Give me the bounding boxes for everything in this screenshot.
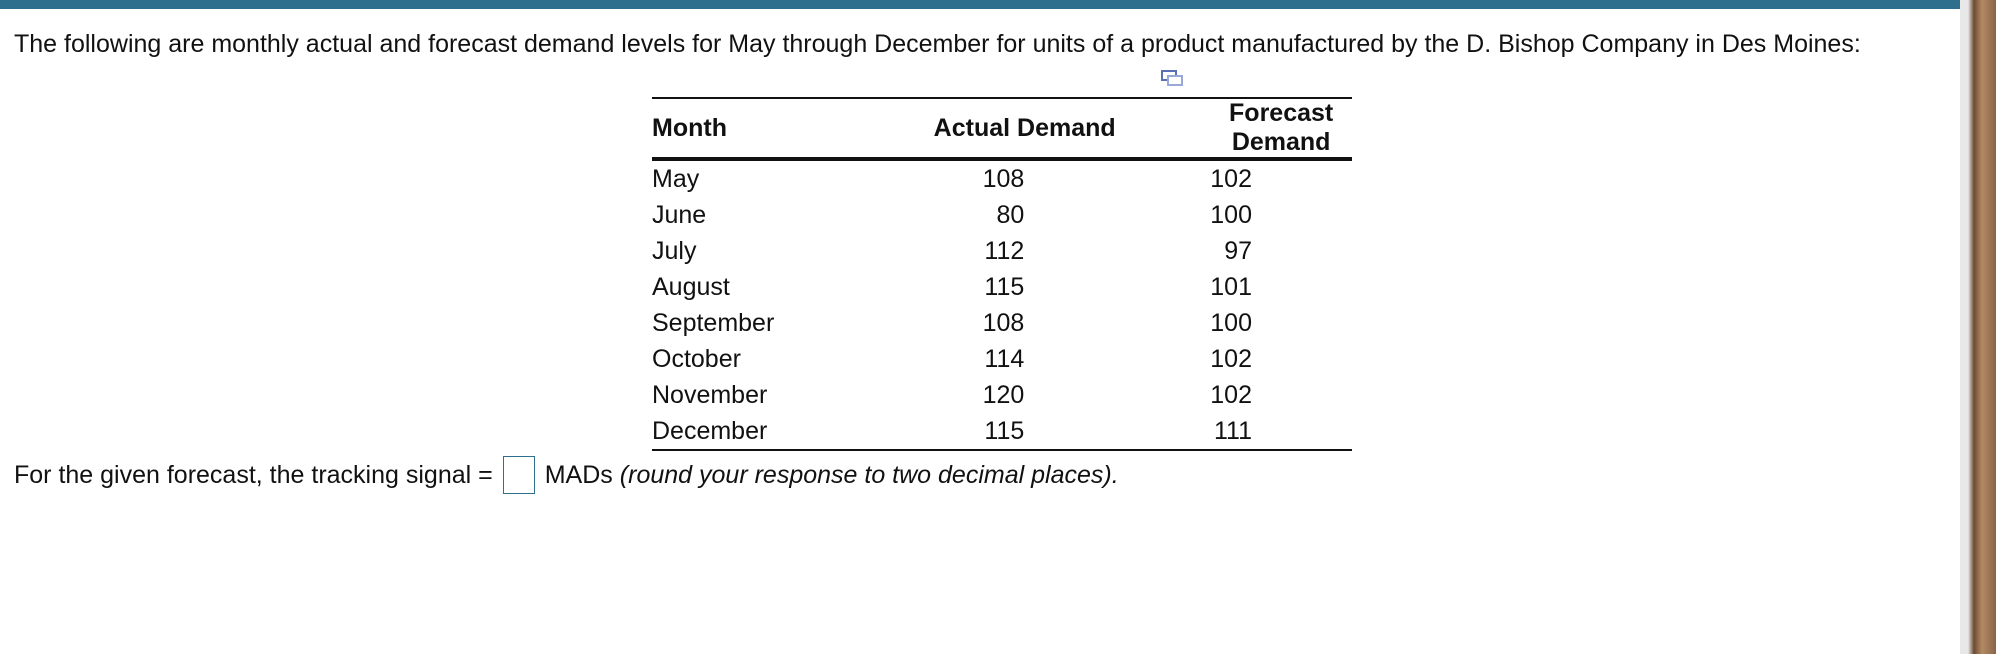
number-cell: 115 (839, 413, 1211, 451)
month-cell: October (652, 344, 741, 373)
intro-text: The following are monthly actual and for… (14, 30, 1861, 58)
popout-icon[interactable] (1161, 70, 1183, 86)
table-row: November 120 102 (652, 377, 1352, 413)
table-row: August 115 101 (652, 269, 1352, 305)
number-cell: 102 (1210, 344, 1252, 373)
month-cell: May (652, 164, 700, 193)
number-cell: 120 (982, 380, 1025, 409)
prompt: For the given forecast, the tracking sig… (14, 456, 1119, 494)
table-row: June 80 100 (652, 197, 1352, 233)
table-row: July 112 97 (652, 233, 1352, 269)
table-row: December 115 111 (652, 413, 1352, 451)
number-cell: 114 (984, 344, 1025, 373)
number-cell: 100 (1210, 200, 1252, 229)
table-body: May 108 102 June 80 100 July 112 97 August 115 101 S… (652, 159, 1352, 451)
answer-input[interactable] (502, 456, 535, 494)
number-cell: 108 (982, 308, 1025, 337)
table-row: September 108 100 (652, 305, 1352, 341)
month-cell: July (652, 236, 697, 265)
month-cell: November (652, 380, 768, 409)
header-row: Month Actual Demand Forecast Demand (652, 97, 1352, 161)
number-cell: 101 (1210, 272, 1252, 301)
unit-text: MADs (544, 460, 613, 489)
number-cell: 97 (1224, 236, 1252, 265)
number-cell: 80 (996, 200, 1025, 229)
note-text: (round your response to two decimal plac… (619, 460, 1119, 489)
month-cell: June (652, 200, 707, 229)
table-row: May 108 102 (652, 159, 1352, 197)
month-cell: September (652, 308, 775, 337)
number-cell: 112 (984, 236, 1025, 265)
header-cell: Month (652, 97, 840, 161)
prompt-text: For the given forecast, the tracking sig… (14, 460, 493, 489)
number-cell: 115 (984, 272, 1025, 301)
photo-edge (1960, 0, 1996, 654)
number-cell: 111 (1210, 413, 1352, 451)
number-cell: 100 (1210, 308, 1252, 337)
month-cell: December (652, 413, 840, 451)
number-cell: 102 (1210, 164, 1252, 193)
header-cell: Actual Demand (839, 97, 1211, 161)
demand-table: Month Actual Demand Forecast Demand May 108… (652, 97, 1352, 451)
number-cell: 108 (982, 164, 1025, 193)
number-cell: 102 (1210, 380, 1252, 409)
table-row: October 114 102 (652, 341, 1352, 377)
month-cell: August (652, 272, 730, 301)
top-bar (0, 0, 1996, 9)
header-cell: Forecast Demand (1210, 97, 1352, 161)
